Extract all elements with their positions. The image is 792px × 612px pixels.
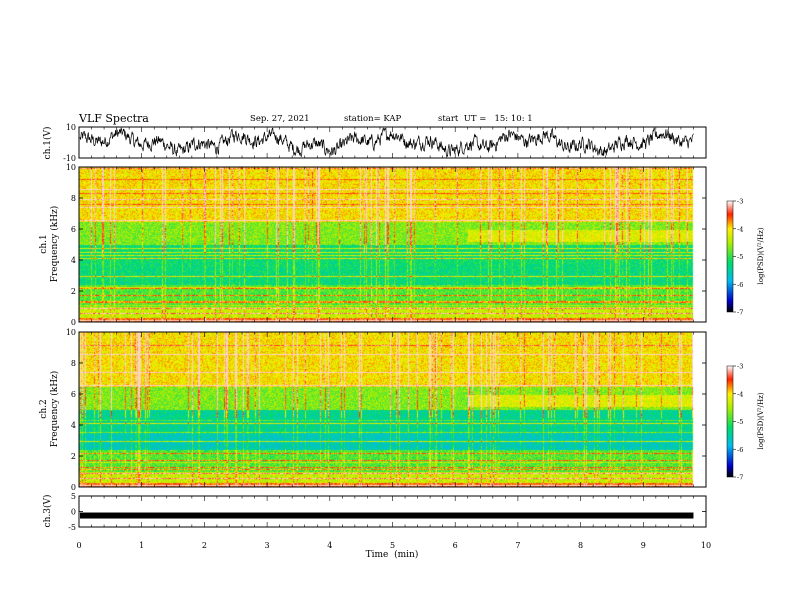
ch2-colorbar xyxy=(726,365,734,478)
ch1-spectrogram-channel-label: ch.1 xyxy=(39,234,49,253)
ch1-colorbar-tick-label: -4 xyxy=(737,225,743,233)
ch1-spectrogram-image xyxy=(79,167,706,322)
ch2-colorbar-tick-label: -4 xyxy=(737,390,743,398)
ch3-waveform-ytick-label: -5 xyxy=(68,523,76,532)
ch2-spectrogram-ytick-label: 10 xyxy=(66,328,76,337)
ch3-waveform-ylabel: ch.3(V) xyxy=(42,495,53,528)
ch1-waveform-ytick-label: -10 xyxy=(63,154,76,163)
ch1-spectrogram-ylabel: Frequency (kHz) xyxy=(49,206,60,283)
time-tick-label: 9 xyxy=(641,541,646,550)
date-label: Sep. 27, 2021 xyxy=(250,114,310,124)
ch2-colorbar-tick-label: -7 xyxy=(737,474,743,482)
ch1-colorbar-label: log(PSD)(V²/Hz) xyxy=(757,227,765,284)
ch1-colorbar-tick-label: -6 xyxy=(737,281,743,289)
ch1-colorbar-tick-label: -5 xyxy=(737,253,743,261)
ch2-spectrogram-ytick-label: 4 xyxy=(71,421,76,430)
ch1-waveform-panel: 10 -10 ch.1(V) xyxy=(42,123,707,163)
ch1-spectrogram-ytick-label: 0 xyxy=(71,318,76,327)
ch1-spectrogram-ytick-label: 10 xyxy=(66,163,76,172)
ch1-colorbar xyxy=(726,200,734,313)
time-tick-label: 0 xyxy=(76,541,81,550)
ch1-colorbar-tick-label: -7 xyxy=(737,309,743,317)
time-tick-label: 4 xyxy=(327,541,332,550)
ch3-waveform-ytick-label: 5 xyxy=(71,492,76,501)
time-axis-label: Time (min) xyxy=(366,549,419,560)
ch2-colorbar-tick-label: -3 xyxy=(737,363,743,371)
ch2-spectrogram-ytick-label: 0 xyxy=(71,483,76,492)
ch1-spectrogram-ytick-label: 4 xyxy=(71,256,76,265)
ch1-waveform-trace xyxy=(79,126,694,159)
ch2-spectrogram-ytick-label: 6 xyxy=(71,390,76,399)
time-tick-label: 6 xyxy=(453,541,458,550)
ch3-waveform-panel: 5 0 -5 ch.3(V) xyxy=(42,492,707,532)
ch3-waveform-trace xyxy=(80,512,694,519)
ch2-spectrogram-ytick-label: 8 xyxy=(71,359,76,368)
ch2-spectrogram-image xyxy=(79,332,706,487)
time-tick-label: 10 xyxy=(701,541,711,550)
figure-title: VLF Spectra xyxy=(79,112,149,125)
ch2-colorbar-tick-label: -6 xyxy=(737,446,743,454)
ch1-spectrogram-ytick-label: 8 xyxy=(71,194,76,203)
ch3-waveform-ytick-label: 0 xyxy=(71,508,76,517)
ch3-waveform-frame xyxy=(78,495,707,528)
time-tick-label: 2 xyxy=(202,541,207,550)
ch1-spectrogram-ytick-label: 6 xyxy=(71,225,76,234)
time-tick-label: 1 xyxy=(139,541,144,550)
time-tick-label: 7 xyxy=(515,541,520,550)
ch1-waveform-ytick-label: 10 xyxy=(66,123,76,132)
ch2-spectrogram-ytick-label: 2 xyxy=(71,452,76,461)
start-time-label: start UT = 15: 10: 1 xyxy=(438,114,533,124)
station-label: station= KAP xyxy=(344,114,402,124)
time-axis: 0 1 2 3 4 5 6 7 8 9 10 xyxy=(76,127,711,550)
ch2-spectrogram-ylabel: Frequency (kHz) xyxy=(49,371,60,448)
time-tick-label: 8 xyxy=(578,541,583,550)
ch1-colorbar-tick-label: -3 xyxy=(737,198,743,206)
ch1-waveform-ylabel: ch.1(V) xyxy=(42,127,53,160)
ch1-spectrogram-ytick-label: 2 xyxy=(71,287,76,296)
ch2-colorbar-label: log(PSD)(V²/Hz) xyxy=(757,392,765,449)
ch2-spectrogram-channel-label: ch.2 xyxy=(39,399,49,418)
time-tick-label: 3 xyxy=(265,541,270,550)
ch2-colorbar-tick-label: -5 xyxy=(737,418,743,426)
time-tick-label: 5 xyxy=(390,541,395,550)
